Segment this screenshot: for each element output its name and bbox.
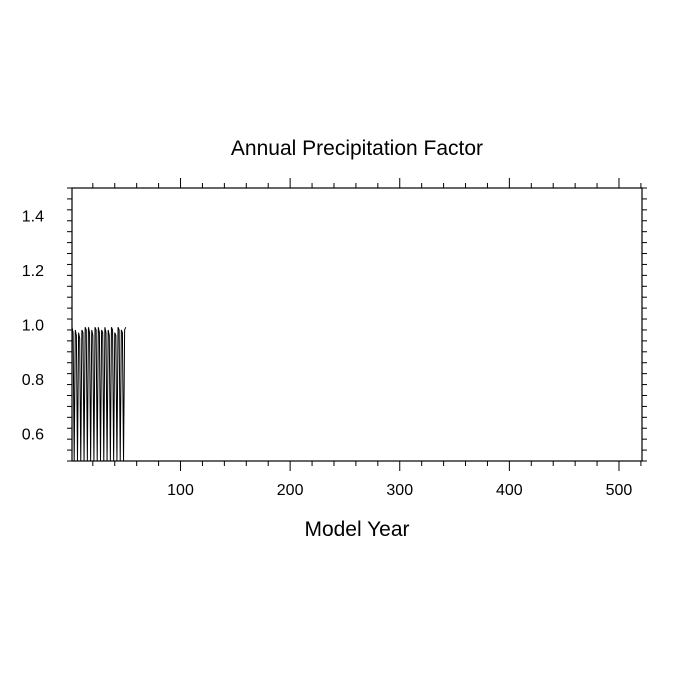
x-tick-label: 100 <box>167 482 194 499</box>
plot-frame <box>71 187 643 462</box>
axis-ticks <box>67 178 647 471</box>
x-axis-title: Model Year <box>304 518 409 541</box>
y-tick-label: 1.4 <box>22 208 44 225</box>
chart-title: Annual Precipitation Factor <box>231 137 483 160</box>
y-tick-label: 0.6 <box>22 427 44 444</box>
y-tick-label: 1.0 <box>22 318 44 335</box>
x-tick-label: 200 <box>277 482 304 499</box>
y-tick-label: 0.8 <box>22 372 44 389</box>
x-tick-label: 500 <box>606 482 633 499</box>
plot-area <box>71 187 643 462</box>
x-tick-label: 400 <box>496 482 523 499</box>
x-tick-label: 300 <box>386 482 413 499</box>
y-tick-label: 1.2 <box>22 263 44 280</box>
axis-tick-labels: 100 200 300 400 500 0.6 0.8 1.0 1.2 1.4 <box>22 208 633 499</box>
series-line <box>72 327 127 461</box>
